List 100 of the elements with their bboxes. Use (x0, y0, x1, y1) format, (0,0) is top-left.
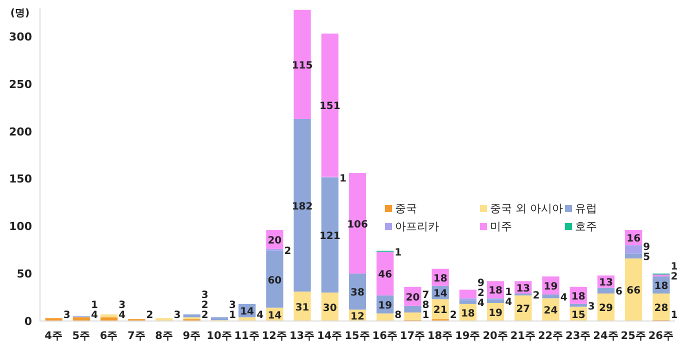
data-label: 46 (378, 270, 392, 281)
x-tick-label: 15주 (344, 330, 370, 342)
data-label: 1 (505, 287, 512, 298)
x-tick-label: 10주 (206, 330, 232, 342)
legend-label: 중국 외 아시아 (490, 202, 563, 215)
x-tick-label: 4주 (44, 330, 63, 342)
data-label: 2 (201, 300, 208, 311)
data-label: 21 (433, 305, 448, 316)
data-label: 1 (670, 261, 678, 272)
data-label: 2 (450, 310, 457, 321)
x-tick-label: 21주 (510, 330, 536, 342)
data-label: 14 (268, 310, 282, 322)
data-label: 2 (670, 271, 678, 282)
data-label: 9 (477, 278, 484, 290)
data-label: 12 (350, 311, 364, 322)
data-label: 3 (118, 300, 126, 311)
data-label: 4 (256, 310, 264, 321)
data-label: 14 (433, 288, 448, 300)
x-tick-label: 14주 (317, 330, 343, 342)
legend-label: 유럽 (575, 202, 597, 215)
data-label: 8 (394, 310, 402, 321)
data-label: 1 (229, 310, 236, 321)
data-label: 24 (544, 306, 558, 317)
legend-label: 미주 (490, 220, 512, 233)
x-tick-label: 7주 (127, 330, 146, 342)
data-label: 3 (174, 310, 181, 321)
x-tick-label: 9주 (182, 330, 202, 342)
x-tick-label: 23주 (566, 330, 592, 342)
x-tick-label: 17주 (400, 330, 426, 342)
data-label: 30 (322, 302, 337, 314)
x-tick-label: 12주 (262, 330, 288, 342)
x-tick-label: 22주 (538, 330, 564, 342)
data-label: 1 (90, 300, 98, 311)
y-tick-label: 300 (9, 30, 32, 44)
data-label: 2 (532, 290, 540, 302)
y-tick-label: 100 (9, 220, 32, 234)
data-label: 18 (654, 280, 668, 292)
data-label: 2 (477, 288, 484, 300)
x-tick-label: 26주 (648, 330, 674, 342)
data-label: 18 (571, 291, 586, 302)
data-label: 27 (516, 304, 530, 316)
data-label: 28 (654, 302, 668, 314)
data-label: 13 (599, 278, 613, 289)
data-label: 115 (292, 60, 313, 72)
data-label: 4 (505, 297, 512, 308)
data-label: 20 (268, 235, 282, 246)
x-tick-label: 5주 (72, 330, 91, 342)
y-tick-label: 200 (9, 125, 32, 138)
data-label: 14 (240, 306, 254, 318)
data-label: 4 (90, 310, 98, 321)
legend-label: 호주 (575, 220, 597, 233)
x-tick-label: 11주 (234, 330, 260, 342)
data-label: 5 (643, 252, 650, 264)
legend-label: 중국 (395, 202, 417, 215)
x-tick-label: 13주 (289, 330, 316, 342)
y-axis-title: (명) (10, 8, 30, 19)
data-label: 66 (626, 286, 641, 297)
x-tick-label: 25주 (620, 330, 646, 342)
x-tick-label: 18주 (428, 330, 454, 342)
data-label: 106 (347, 219, 368, 230)
x-tick-label: 6주 (100, 330, 118, 342)
data-label: 13 (516, 283, 530, 294)
data-label: 29 (599, 303, 613, 314)
data-label: 4 (477, 298, 484, 310)
data-label: 8 (422, 300, 430, 311)
data-label: 4 (118, 310, 126, 321)
data-label: 151 (319, 101, 340, 112)
data-label: 2 (146, 310, 154, 321)
data-label: 18 (433, 273, 448, 284)
data-label: 60 (268, 275, 282, 286)
data-label: 19 (544, 281, 558, 292)
data-label: 1 (422, 310, 430, 321)
data-label: 38 (350, 288, 364, 299)
data-label: 4 (560, 292, 568, 304)
data-label: 18 (460, 308, 475, 320)
data-label: 3 (201, 290, 208, 301)
data-label: 31 (295, 302, 310, 314)
data-label: 19 (488, 308, 503, 319)
x-tick-label: 8주 (155, 330, 174, 342)
data-label: 3 (63, 310, 70, 321)
x-tick-label: 16주 (372, 330, 398, 342)
y-tick-label: 250 (9, 78, 32, 91)
data-label: 1 (339, 173, 346, 184)
y-tick-label: 50 (16, 268, 32, 281)
y-tick-label: 0 (24, 315, 32, 328)
x-tick-label: 20주 (482, 330, 508, 342)
data-label: 2 (284, 246, 292, 257)
data-label: 3 (588, 301, 595, 312)
data-label: 18 (488, 286, 503, 297)
data-label: 2 (201, 310, 208, 321)
legend-label: 아프리카 (395, 220, 439, 233)
x-tick-label: 19주 (455, 330, 481, 342)
x-tick-label: 24주 (593, 330, 619, 342)
y-tick-label: 150 (9, 172, 32, 186)
data-label: 19 (378, 300, 392, 312)
data-label: 1 (670, 310, 678, 321)
data-label: 1 (394, 247, 402, 258)
data-label: 9 (643, 242, 650, 254)
data-label: 6 (616, 286, 623, 298)
data-label: 20 (406, 292, 420, 304)
